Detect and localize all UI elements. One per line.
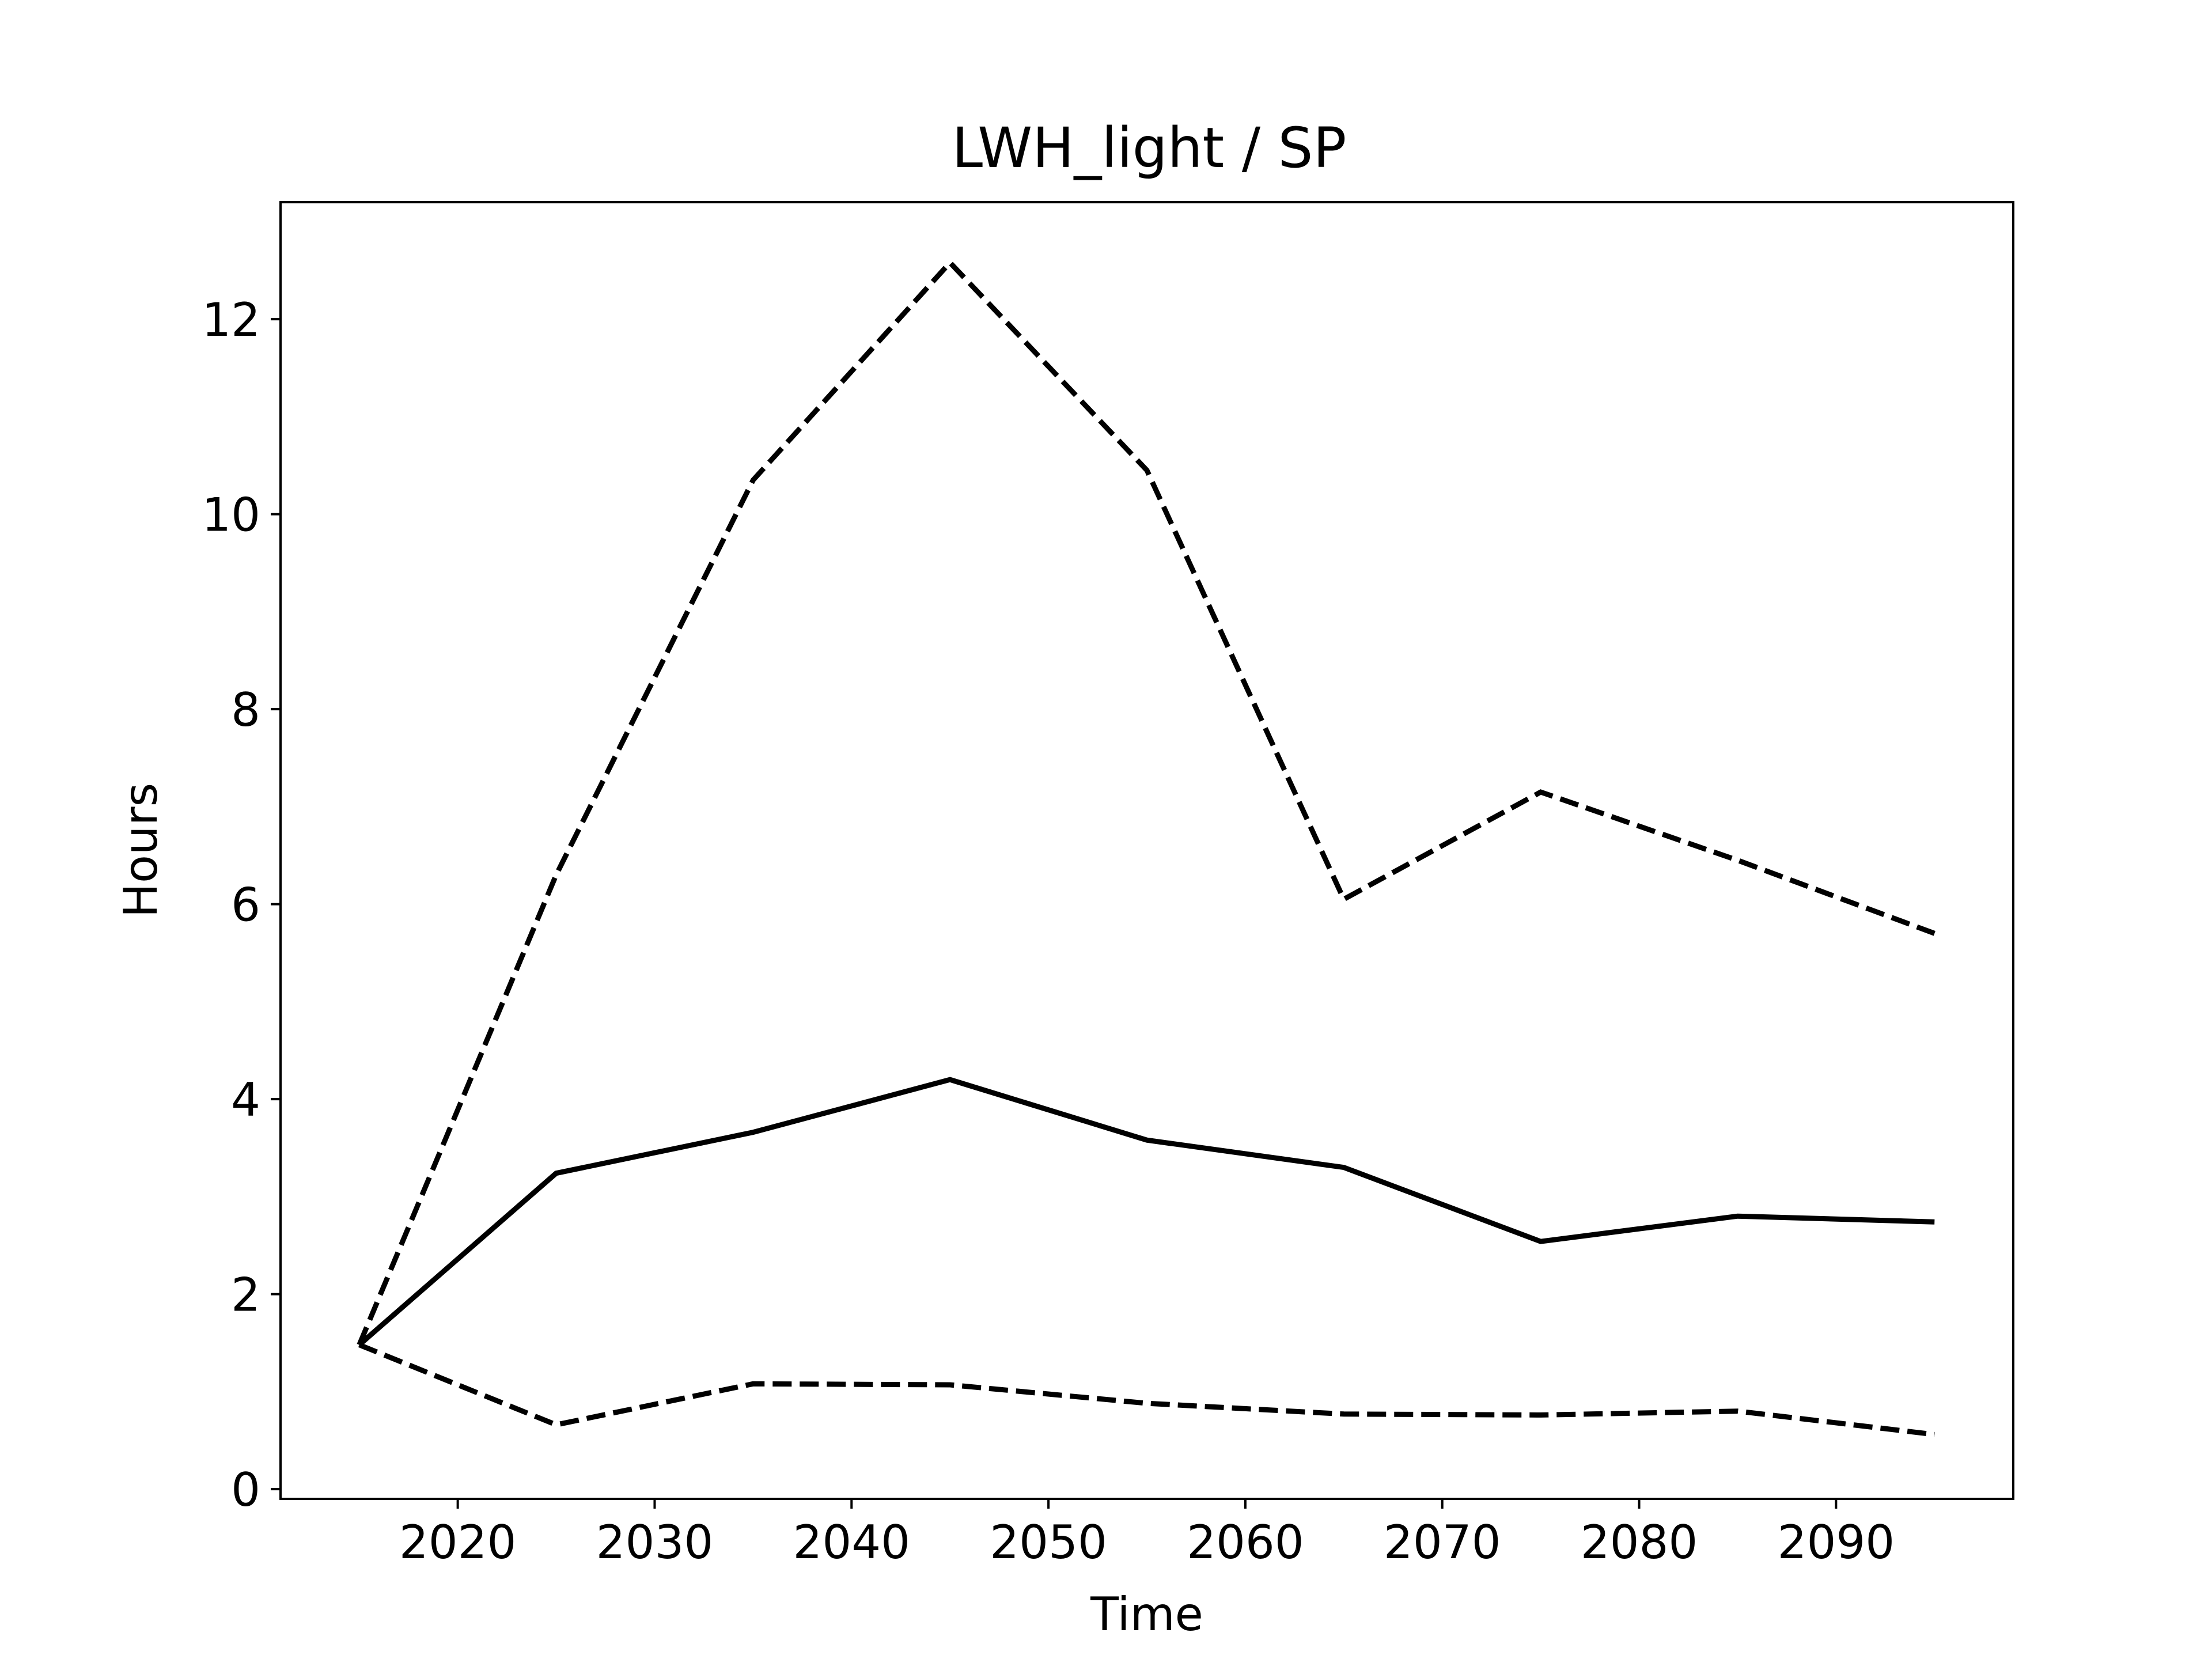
x-tick-label: 2090 [1778,1516,1895,1569]
x-tick-label: 2060 [1187,1516,1304,1569]
y-tick-label: 6 [231,878,260,932]
x-tick-label: 2040 [793,1516,910,1569]
y-tick-label: 8 [231,683,260,737]
chart-title: LWH_light / SP [952,116,1347,180]
x-tick-label: 2050 [990,1516,1107,1569]
axes-layer: 2020 2030 2040 2050 2060 2070 2080 2090 0 2 4 6 8 10 1… [202,293,1895,1569]
y-tick-label: 0 [231,1463,260,1517]
x-tick-label: 2030 [596,1516,714,1569]
x-axis-label: Time [1090,1588,1203,1641]
y-tick-label: 4 [231,1073,260,1127]
y-tick-label: 12 [202,293,260,347]
x-tick-label: 2080 [1581,1516,1698,1569]
series-line-1 [357,1077,1935,1347]
x-tick-label: 2070 [1384,1516,1501,1569]
series-line-2 [357,259,1936,1346]
x-tick-label: 2020 [399,1516,517,1569]
y-tick-label: 2 [231,1268,260,1322]
y-axis-label: Hours [114,783,168,918]
series-line-3 [358,1342,1935,1437]
y-tick-label: 10 [202,488,260,542]
plot-area-frame [279,201,2014,1500]
series-layer [357,259,1936,1437]
